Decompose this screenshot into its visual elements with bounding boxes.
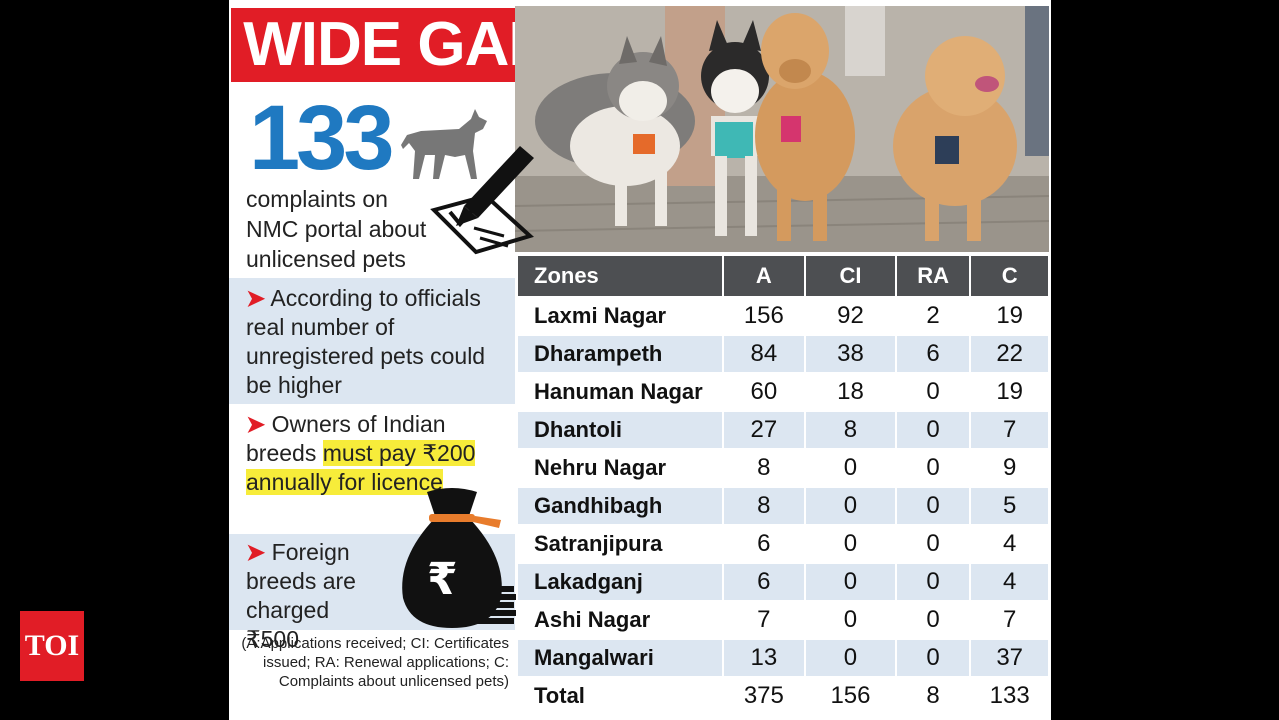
value-cell: 7 [721,600,807,640]
value-cell: 38 [804,334,897,374]
zones-table: Zones A CI RA C Laxmi Nagar 156 92 2 19 Dhara… [516,254,1050,716]
value-cell: 0 [894,524,972,564]
complaints-caption: complaints on NMC portal about unlicense… [246,186,427,272]
value-cell: 4 [969,524,1050,564]
zone-name-cell: Ashi Nagar [516,600,724,640]
value-cell: 0 [894,486,972,526]
headline: WIDE GAP [231,8,561,82]
value-cell: 27 [721,410,807,450]
header-zones: Zones [516,254,724,298]
rupee-icon: ₹ [427,554,458,605]
value-cell: 375 [721,676,807,716]
table-row: Mangalwari 13 0 0 37 [516,638,1050,678]
value-cell: 156 [804,676,897,716]
value-cell: 5 [969,486,1050,526]
value-cell: 0 [804,524,897,564]
value-cell: 4 [969,562,1050,602]
arrow-icon: ➤ [246,285,266,311]
table-header-row: Zones A CI RA C [516,254,1050,298]
value-cell: 8 [721,486,807,526]
value-cell: 156 [721,296,807,336]
note-block-2: ➤ Owners of Indian breeds must pay ₹200 … [229,406,515,532]
zone-name-cell: Gandhibagh [516,486,724,526]
complaints-count: 133 [249,87,394,189]
value-cell: 13 [721,638,807,678]
zone-name-cell: Dhantoli [516,410,724,450]
toi-logo: TOI [20,611,84,681]
legend-note: (A:Applications received; CI: Certificat… [241,635,509,690]
header-ra: RA [894,254,972,298]
value-cell: 92 [804,296,897,336]
value-cell: 0 [804,638,897,678]
header-ci: CI [804,254,897,298]
zone-name-cell: Mangalwari [516,638,724,678]
header-a: A [721,254,807,298]
table-row: Hanuman Nagar 60 18 0 19 [516,372,1050,412]
value-cell: 8 [894,676,972,716]
arrow-icon: ➤ [246,411,266,437]
value-cell: 22 [969,334,1050,374]
value-cell: 0 [804,562,897,602]
zone-name-cell: Hanuman Nagar [516,372,724,412]
zone-name-cell: Lakadganj [516,562,724,602]
value-cell: 7 [969,410,1050,450]
value-cell: 0 [804,486,897,526]
note-3-text: Foreign breeds are charged ₹500 [246,539,356,652]
money-bag-icon: ₹ [402,488,502,628]
value-cell: 18 [804,372,897,412]
note-block-1: ➤ According to officials real number of … [229,278,515,404]
value-cell: 6 [721,562,807,602]
value-cell: 0 [894,448,972,488]
value-cell: 0 [894,600,972,640]
value-cell: 0 [894,372,972,412]
arrow-icon: ➤ [246,539,266,565]
pen-checkbox-icon [430,146,534,255]
table-row: Lakadganj 6 0 0 4 [516,562,1050,602]
value-cell: 6 [894,334,972,374]
note-2: ➤ Owners of Indian breeds must pay ₹200 … [246,410,508,497]
value-cell: 133 [969,676,1050,716]
table-body: Laxmi Nagar 156 92 2 19 Dharampeth 84 38 6 22 Hanu… [516,296,1050,716]
value-cell: 8 [804,410,897,450]
zone-name-cell: Satranjipura [516,524,724,564]
value-cell: 60 [721,372,807,412]
table-row: Dharampeth 84 38 6 22 [516,334,1050,374]
value-cell: 84 [721,334,807,374]
value-cell: 0 [894,638,972,678]
table-total-row: Total 375 156 8 133 [516,676,1050,716]
value-cell: 37 [969,638,1050,678]
dogs-photo [515,6,1049,252]
value-cell: 7 [969,600,1050,640]
table-row: Dhantoli 27 8 0 7 [516,410,1050,450]
value-cell: 19 [969,372,1050,412]
note-1: ➤ According to officials real number of … [246,284,508,400]
value-cell: 0 [894,562,972,602]
value-cell: 0 [804,600,897,640]
table-row: Ashi Nagar 7 0 0 7 [516,600,1050,640]
value-cell: 9 [969,448,1050,488]
value-cell: 8 [721,448,807,488]
value-cell: 0 [894,410,972,450]
note-1-text: According to officials real number of un… [246,285,486,398]
zone-name-cell: Laxmi Nagar [516,296,724,336]
table-row: Laxmi Nagar 156 92 2 19 [516,296,1050,336]
note-2-text: Owners of Indian breeds [246,411,446,466]
infographic-card: WIDE GAP [229,0,1051,720]
value-cell: 6 [721,524,807,564]
table-row: Satranjipura 6 0 0 4 [516,524,1050,564]
dog-silhouette-icon [401,109,487,179]
dogs-photo-art [515,6,1049,252]
zone-name-cell: Dharampeth [516,334,724,374]
coins-stack-icon [474,586,516,624]
value-cell: 0 [804,448,897,488]
table-row: Nehru Nagar 8 0 0 9 [516,448,1050,488]
header-c: C [969,254,1050,298]
note-3: ➤ Foreign breeds are charged ₹500 [246,538,386,654]
table-row: Gandhibagh 8 0 0 5 [516,486,1050,526]
value-cell: 19 [969,296,1050,336]
value-cell: 2 [894,296,972,336]
zone-name-cell: Total [516,676,724,716]
zone-name-cell: Nehru Nagar [516,448,724,488]
